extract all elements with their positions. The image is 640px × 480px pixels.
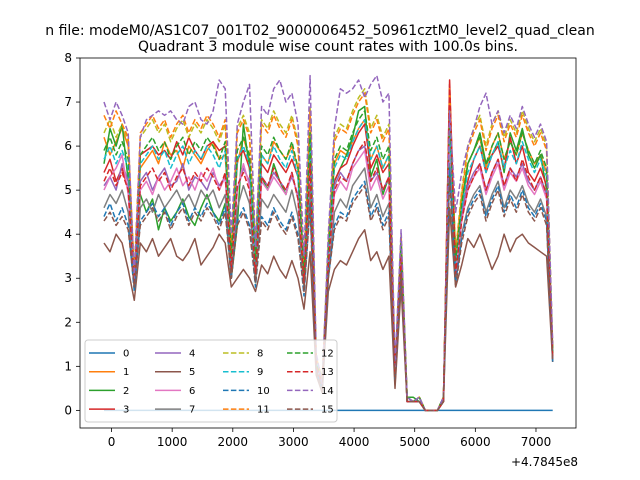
x-tick-label: 3000	[278, 435, 309, 449]
y-tick-label: 2	[64, 315, 72, 329]
x-axis: 0 1000 2000 3000 4000 5000 6000 7000	[108, 428, 552, 449]
legend-box	[84, 339, 338, 423]
legend-label-12: 12	[321, 349, 334, 360]
x-tick-label: 7000	[521, 435, 552, 449]
legend-label-11: 11	[257, 405, 270, 416]
y-tick-label: 5	[64, 183, 72, 197]
legend-label-6: 6	[189, 386, 195, 397]
x-tick-label: 5000	[399, 435, 430, 449]
series-line-13	[103, 83, 554, 412]
legend-label-3: 3	[123, 405, 129, 416]
series-line-14	[103, 74, 554, 412]
legend-label-13: 13	[321, 367, 334, 378]
legend-label-2: 2	[123, 386, 129, 397]
y-tick-label: 3	[64, 271, 72, 285]
x-tick-label: 6000	[460, 435, 491, 449]
legend-label-8: 8	[257, 349, 263, 360]
legend-label-4: 4	[189, 349, 195, 360]
plot-area	[103, 74, 554, 412]
x-tick-label: 4000	[339, 435, 370, 449]
legend-label-9: 9	[257, 367, 263, 378]
y-tick-label: 4	[64, 227, 72, 241]
y-tick-label: 6	[64, 139, 72, 153]
series-line-15	[103, 176, 554, 412]
x-tick-label: 2000	[218, 435, 249, 449]
figure-suptitle: n file: modeM0/AS1C07_001T02_9000006452_…	[45, 23, 594, 39]
legend-label-15: 15	[321, 405, 334, 416]
legend-label-0: 0	[123, 349, 129, 360]
legend-label-14: 14	[321, 386, 334, 397]
legend-label-10: 10	[257, 386, 270, 397]
x-offset-label: +4.7845e8	[511, 455, 578, 469]
x-tick-label: 1000	[157, 435, 188, 449]
y-tick-label: 8	[64, 51, 72, 65]
legend-label-1: 1	[123, 367, 129, 378]
y-axis: 0 1 2 3 4 5 6 7 8	[64, 51, 80, 417]
y-tick-label: 0	[64, 403, 72, 417]
chart-title: Quadrant 3 module wise count rates with …	[138, 39, 518, 55]
axes-frame	[79, 57, 577, 429]
legend-label-5: 5	[189, 367, 195, 378]
y-tick-label: 1	[64, 359, 72, 373]
legend-label-7: 7	[189, 405, 195, 416]
x-tick-label: 0	[108, 435, 116, 449]
y-tick-label: 7	[64, 95, 72, 109]
series-line-9	[103, 118, 554, 412]
series-line-8	[103, 88, 554, 412]
